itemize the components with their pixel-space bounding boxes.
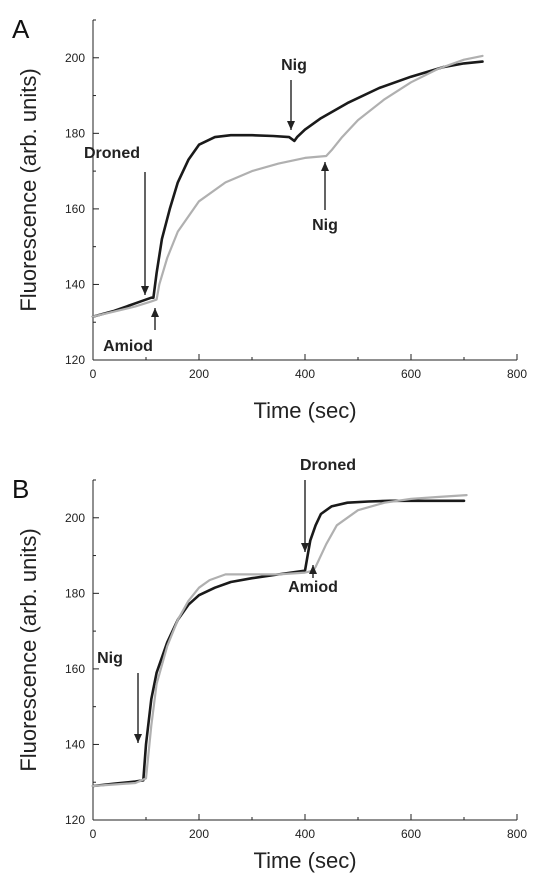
x-tick-label: 600 bbox=[401, 367, 421, 381]
y-tick-label: 140 bbox=[65, 737, 85, 751]
y-tick-label: 180 bbox=[65, 586, 85, 600]
annotation-amiod: Amiod bbox=[103, 308, 159, 355]
x-tick-label: 800 bbox=[507, 367, 527, 381]
x-tick-label: 800 bbox=[507, 827, 527, 841]
y-tick-label: 160 bbox=[65, 202, 85, 216]
annotation-label: Droned bbox=[84, 145, 140, 162]
annotation-amiod: Amiod bbox=[288, 565, 338, 596]
y-tick-label: 120 bbox=[65, 813, 85, 827]
x-axis-title: Time (sec) bbox=[253, 398, 356, 423]
annotation-arrow-head bbox=[151, 308, 159, 317]
annotation-label: Amiod bbox=[288, 579, 338, 596]
y-tick-label: 140 bbox=[65, 277, 85, 291]
x-tick-label: 400 bbox=[295, 367, 315, 381]
annotation-label: Nig bbox=[312, 217, 338, 234]
annotation-label: Droned bbox=[300, 457, 356, 474]
annotation-arrow-head bbox=[321, 162, 329, 171]
annotation-label: Amiod bbox=[103, 338, 153, 355]
y-tick-label: 120 bbox=[65, 353, 85, 367]
annotation-label: Nig bbox=[281, 57, 307, 74]
annotation-arrow-head bbox=[134, 734, 142, 743]
series-line-dark bbox=[91, 60, 484, 318]
x-tick-label: 0 bbox=[90, 827, 97, 841]
x-tick-label: 200 bbox=[189, 367, 209, 381]
y-axis-title: Fluorescence (arb. units) bbox=[16, 528, 41, 771]
panel-b: 0 200 400 600 800 120 140 160 180 200 Time (sec) Fl… bbox=[12, 457, 527, 873]
y-tick-label: 200 bbox=[65, 51, 85, 65]
series-line-light bbox=[91, 54, 484, 318]
series-line-light bbox=[91, 494, 468, 788]
y-tick-label: 180 bbox=[65, 126, 85, 140]
y-axis-title: Fluorescence (arb. units) bbox=[16, 68, 41, 311]
x-axis-title: Time (sec) bbox=[253, 848, 356, 873]
x-tick-label: 600 bbox=[401, 827, 421, 841]
annotation-arrow-head bbox=[287, 121, 295, 130]
annotation-arrow-head bbox=[141, 286, 149, 295]
annotation-nig: Nig bbox=[312, 162, 338, 234]
annotation-arrow-head bbox=[309, 565, 317, 574]
series-line-dark bbox=[91, 499, 466, 788]
x-tick-label: 400 bbox=[295, 827, 315, 841]
annotation-droned: Droned bbox=[84, 145, 149, 295]
panel-label: B bbox=[12, 474, 29, 504]
x-tick-label: 200 bbox=[189, 827, 209, 841]
panel-label: A bbox=[12, 14, 30, 44]
annotation-arrow-head bbox=[301, 543, 309, 552]
annotation-droned: Droned bbox=[300, 457, 356, 552]
annotation-label: Nig bbox=[97, 650, 123, 667]
annotation-nig: Nig bbox=[97, 650, 142, 743]
x-tick-label: 0 bbox=[90, 367, 97, 381]
y-tick-label: 160 bbox=[65, 662, 85, 676]
y-tick-label: 200 bbox=[65, 511, 85, 525]
panel-a: 0 200 400 600 800 120 140 160 180 200 Time (sec) Fl… bbox=[12, 14, 527, 423]
annotation-nig: Nig bbox=[281, 57, 307, 130]
